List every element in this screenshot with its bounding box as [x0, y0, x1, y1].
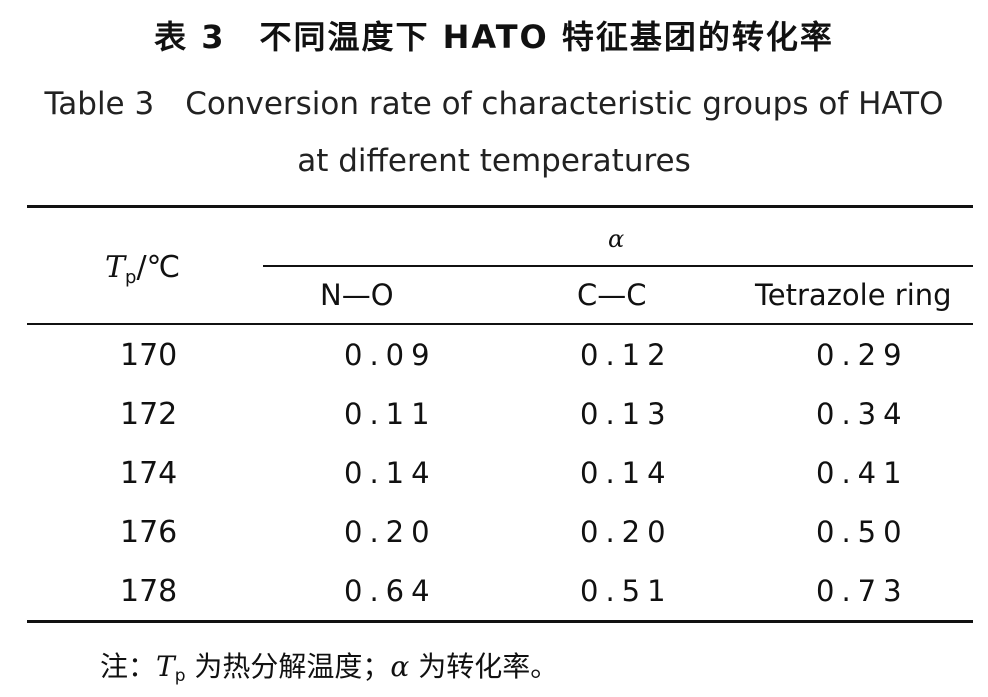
- header-alpha: α: [608, 225, 625, 253]
- table-title-en-line1: Table 3 Conversion rate of characteristi…: [44, 86, 944, 122]
- cell-cc: 0.51: [580, 574, 673, 608]
- cell-tp: 178: [120, 574, 178, 609]
- cell-ring: 0.50: [816, 515, 909, 549]
- cell-tp: 170: [120, 338, 178, 373]
- alpha-span-rule: [263, 265, 973, 267]
- header-temperature: Tp/℃: [105, 250, 181, 288]
- cell-ring: 0.29: [816, 338, 909, 372]
- header-bottom-rule: [27, 323, 973, 325]
- cell-no: 0.14: [344, 456, 437, 490]
- cell-cc: 0.20: [580, 515, 673, 549]
- cell-no: 0.20: [344, 515, 437, 549]
- cell-tp: 176: [120, 515, 178, 550]
- header-col-ring: Tetrazole ring: [755, 278, 952, 312]
- cell-cc: 0.13: [580, 397, 673, 431]
- cell-ring: 0.34: [816, 397, 909, 431]
- cell-no: 0.09: [344, 338, 437, 372]
- cell-ring: 0.73: [816, 574, 909, 608]
- table-title-cn: 表 3 不同温度下 HATO 特征基团的转化率: [154, 18, 834, 56]
- cell-tp: 172: [120, 397, 178, 432]
- table-top-rule: [27, 205, 973, 208]
- table-title-en-line2: at different temperatures: [297, 143, 691, 179]
- cell-no: 0.11: [344, 397, 437, 431]
- table-bottom-rule: [27, 620, 973, 623]
- cell-cc: 0.14: [580, 456, 673, 490]
- cell-ring: 0.41: [816, 456, 909, 490]
- cell-cc: 0.12: [580, 338, 673, 372]
- cell-no: 0.64: [344, 574, 437, 608]
- cell-tp: 174: [120, 456, 178, 491]
- header-col-no: N—O: [320, 278, 394, 312]
- header-col-cc: C—C: [577, 278, 647, 312]
- table-footnote: 注：Tp 为热分解温度；α 为转化率。: [100, 650, 559, 686]
